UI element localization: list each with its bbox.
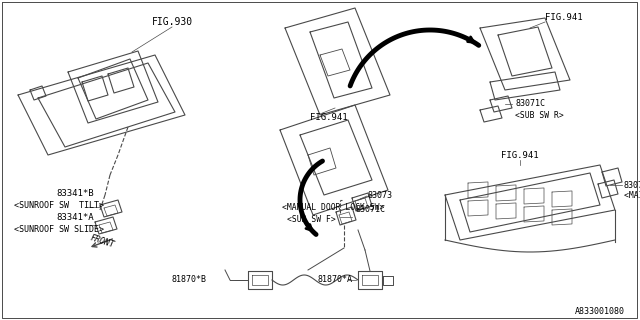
Text: 83341*A: 83341*A (56, 213, 93, 222)
Text: 83071: 83071 (624, 180, 640, 189)
Text: FIG.930: FIG.930 (152, 17, 193, 27)
Text: <SUNROOF SW  TILT>: <SUNROOF SW TILT> (14, 202, 104, 211)
Text: A833001080: A833001080 (575, 308, 625, 316)
Text: FIG.941: FIG.941 (545, 13, 582, 22)
Text: FIG.941: FIG.941 (310, 114, 348, 123)
Text: 83341*B: 83341*B (56, 188, 93, 197)
Text: 83073: 83073 (368, 191, 393, 201)
Text: <SUB SW F>: <SUB SW F> (287, 214, 336, 223)
Text: <MAIN SW>: <MAIN SW> (624, 191, 640, 201)
Text: <MANUAL DOOR LOCK SW>: <MANUAL DOOR LOCK SW> (282, 204, 385, 212)
Text: 81870*A: 81870*A (318, 276, 353, 284)
Text: FRONT: FRONT (89, 233, 115, 249)
Text: 81870*B: 81870*B (172, 276, 207, 284)
Text: <SUNROOF SW SLIDE>: <SUNROOF SW SLIDE> (14, 225, 104, 234)
Text: FIG.941: FIG.941 (501, 150, 539, 159)
Text: 83071C: 83071C (515, 100, 545, 108)
Text: 83071C: 83071C (355, 205, 385, 214)
Text: <SUB SW R>: <SUB SW R> (515, 111, 564, 121)
